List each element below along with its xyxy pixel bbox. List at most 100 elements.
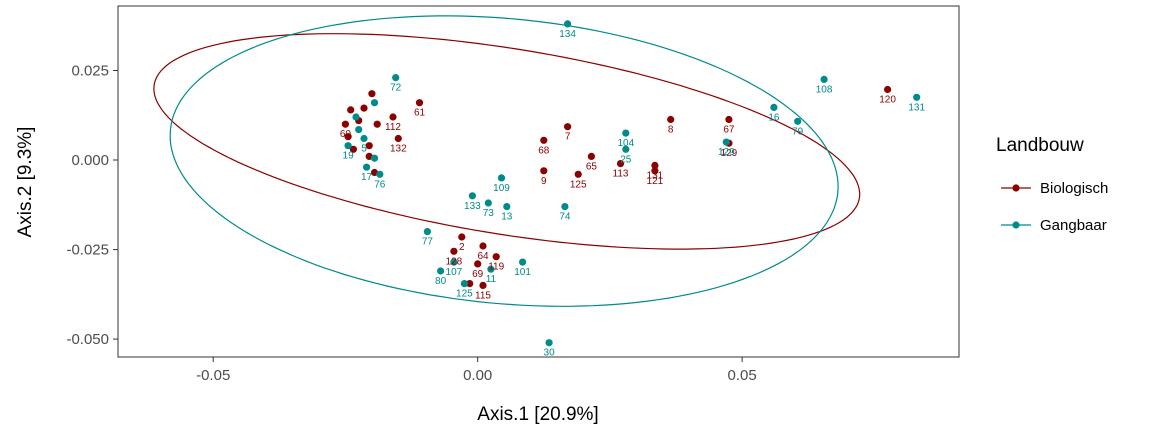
- point-gangbaar: [450, 258, 458, 266]
- y-axis-title: Axis.2 [9.3%]: [15, 127, 36, 238]
- point-labels: 1206712981311211136512576896113211260128…: [340, 29, 926, 359]
- point-gangbaar: [423, 228, 431, 236]
- point-label: 113: [613, 169, 629, 180]
- point-biologisch: [368, 90, 376, 98]
- point-biologisch: [616, 160, 625, 168]
- point-label: 19: [343, 151, 355, 162]
- x-tick-label: 0.05: [728, 367, 757, 384]
- point-label: 120: [879, 95, 896, 106]
- point-label: 65: [586, 161, 598, 172]
- point-label: 133: [464, 201, 481, 212]
- point-label: 109: [493, 183, 510, 194]
- point-gangbaar: [352, 113, 360, 121]
- point-label: 73: [483, 208, 495, 219]
- confidence-ellipses: [153, 15, 861, 307]
- point-label: 5: [361, 144, 367, 155]
- point-biologisch: [479, 281, 487, 289]
- point-gangbaar: [376, 170, 384, 178]
- point-label: 121: [647, 176, 664, 187]
- point-label: 68: [538, 145, 550, 156]
- point-label: 9: [541, 176, 547, 187]
- point-gangbaar: [770, 103, 778, 111]
- point-gangbaar: [370, 99, 379, 107]
- point-gangbaar: [487, 265, 495, 273]
- point-label: 17: [361, 172, 373, 183]
- point-label: 112: [385, 122, 401, 133]
- point-biologisch: [587, 152, 596, 160]
- point-gangbaar: [344, 142, 352, 150]
- point-label: 67: [723, 125, 735, 136]
- point-gangbaar: [519, 258, 527, 266]
- point-gangbaar: [460, 280, 468, 288]
- point-label: 61: [414, 108, 426, 119]
- point-biologisch: [394, 134, 402, 143]
- point-biologisch: [492, 253, 500, 261]
- point-biologisch: [365, 142, 373, 150]
- point-gangbaar: [561, 203, 569, 211]
- ellipse-gangbaar: [169, 15, 839, 307]
- plot-border: [117, 5, 960, 358]
- point-label: 104: [617, 138, 634, 149]
- point-biologisch: [389, 113, 397, 121]
- point-biologisch: [651, 167, 659, 175]
- point-label: 128: [446, 256, 463, 267]
- point-gangbaar: [363, 163, 371, 171]
- point-biologisch: [415, 99, 424, 107]
- point-label: 8: [668, 125, 674, 136]
- point-biologisch: [466, 280, 474, 288]
- y-axis: -0.050 -0.025 0.000 0.025: [66, 62, 118, 348]
- point-label: 132: [390, 144, 407, 155]
- point-gangbaar: [360, 134, 368, 143]
- point-label: 11: [486, 274, 497, 285]
- point-label: 101: [514, 267, 531, 278]
- point-label: 30: [544, 348, 556, 359]
- point-biologisch: [540, 136, 548, 144]
- point-gangbaar: [437, 267, 445, 275]
- point-label: 80: [435, 276, 447, 287]
- point-label: 115: [475, 290, 491, 301]
- point-label: 16: [768, 112, 780, 123]
- point-biologisch: [574, 170, 582, 178]
- point-biologisch: [540, 167, 548, 175]
- point-biologisch: [360, 104, 368, 112]
- point-biologisch: [479, 242, 487, 250]
- y-tick-label: -0.050: [66, 331, 109, 348]
- point-label: 13: [501, 212, 513, 223]
- point-label: 129: [718, 147, 735, 158]
- point-label: 7: [565, 132, 571, 143]
- point-label: 76: [374, 179, 386, 190]
- point-label: 69: [472, 269, 484, 280]
- point-label: 79: [792, 126, 804, 137]
- legend: Landbouw Biologisch Gangbaar: [996, 135, 1108, 234]
- x-axis: -0.05 0.00 0.05: [196, 357, 757, 384]
- point-label: 2: [459, 242, 465, 253]
- point-gangbaar: [622, 129, 630, 137]
- point-biologisch: [564, 123, 572, 131]
- point-label: 108: [816, 84, 833, 95]
- point-gangbaar: [392, 74, 400, 82]
- point-label: 74: [559, 212, 571, 223]
- point-label: 60: [340, 129, 352, 140]
- legend-key-biologisch: [1001, 184, 1031, 192]
- point-biologisch: [725, 115, 733, 124]
- point-label: 64: [477, 251, 489, 262]
- point-biologisch: [450, 247, 458, 255]
- point-label: 25: [620, 154, 632, 165]
- data-points: [341, 20, 921, 347]
- point-gangbaar: [913, 93, 921, 101]
- point-biologisch: [347, 106, 355, 114]
- point-label: 72: [390, 83, 402, 94]
- point-gangbaar: [722, 138, 730, 146]
- y-tick-label: -0.025: [66, 242, 109, 259]
- legend-title: Landbouw: [996, 135, 1084, 156]
- point-gangbaar: [503, 203, 511, 211]
- point-gangbaar: [564, 20, 572, 28]
- point-label: 77: [422, 237, 434, 248]
- point-gangbaar: [820, 75, 828, 83]
- point-label: 119: [488, 262, 504, 273]
- point-gangbaar: [484, 199, 492, 207]
- point-biologisch: [458, 233, 466, 241]
- point-label: 125: [456, 289, 473, 300]
- x-tick-label: -0.05: [196, 367, 230, 384]
